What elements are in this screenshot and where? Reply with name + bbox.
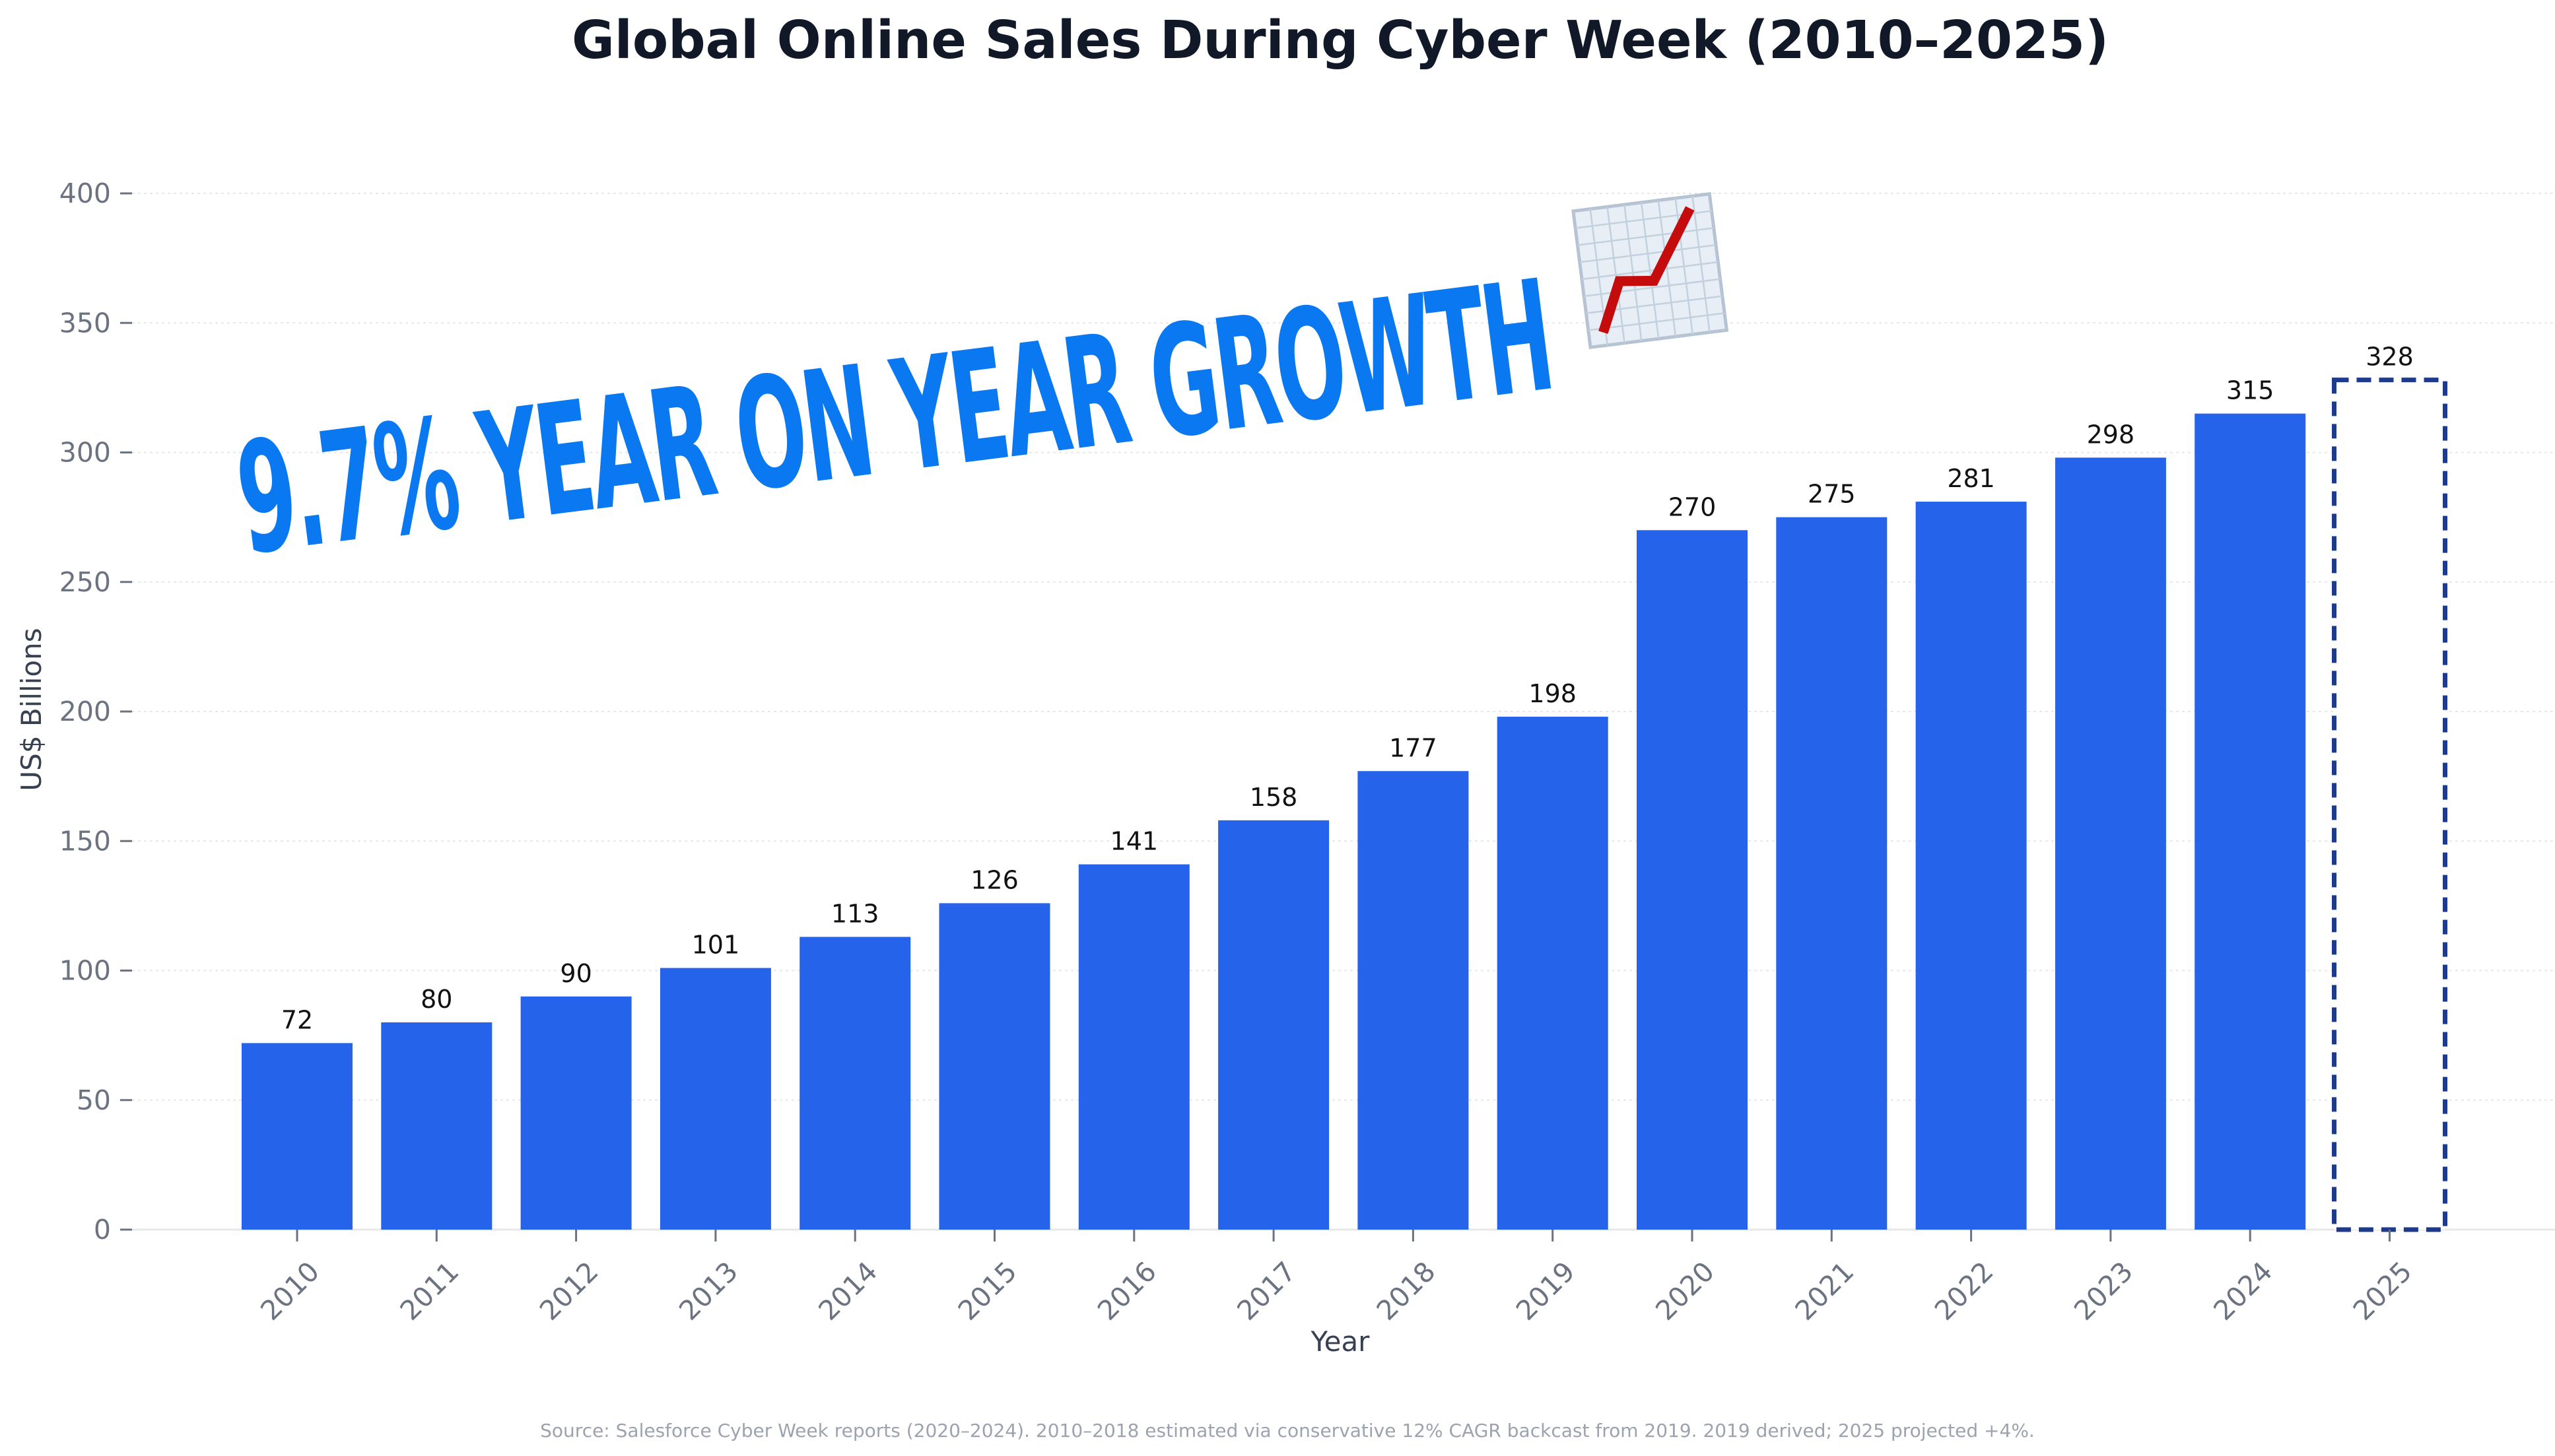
x-tick-label-2017: 2017: [1231, 1255, 1302, 1327]
bar-2023: [2055, 457, 2166, 1230]
value-label-2011: 80: [421, 985, 452, 1014]
bar-2025-projected: [2332, 378, 2447, 1232]
bar-2016: [1078, 864, 1190, 1230]
x-tick-label-2010: 2010: [254, 1255, 325, 1327]
value-label-2020: 270: [1668, 492, 1717, 521]
value-label-2023: 298: [2087, 420, 2135, 449]
x-tick-label-2011: 2011: [394, 1255, 465, 1327]
bar-2024: [2195, 413, 2306, 1230]
chart-increasing-icon: [1571, 192, 1729, 350]
x-tick-label-2021: 2021: [1789, 1255, 1860, 1327]
value-label-2014: 113: [831, 899, 879, 928]
bars: 72 80 90 101 113 126 141 158 177 198 270 275 281 298 3…: [242, 343, 2447, 1232]
x-tick-label-2023: 2023: [2068, 1255, 2139, 1327]
x-tick-label-2018: 2018: [1371, 1255, 1442, 1327]
y-tick-label: 50: [77, 1084, 111, 1116]
x-axis-label: Year: [1311, 1325, 1371, 1358]
bar-2017: [1218, 820, 1330, 1230]
x-tick-label-2020: 2020: [1649, 1255, 1720, 1327]
value-label-2012: 90: [560, 959, 592, 988]
x-tick-label-2025: 2025: [2347, 1255, 2418, 1327]
growth-annotation: 9.7% YEAR ON YEAR GROWTH: [228, 192, 1729, 589]
y-tick-label: 100: [59, 955, 111, 987]
value-label-2016: 141: [1110, 827, 1159, 856]
bar-2014: [800, 937, 911, 1230]
value-label-2017: 158: [1250, 783, 1298, 812]
x-axis: 2010 2011 2012 2013 2014 2015 2016 2017 2018 2019…: [254, 1230, 2418, 1327]
value-label-2024: 315: [2226, 376, 2274, 405]
y-tick-label: 350: [59, 307, 111, 339]
chart-title: Global Online Sales During Cyber Week (2…: [572, 10, 2109, 71]
growth-annotation-text: 9.7% YEAR ON YEAR GROWTH: [228, 247, 1560, 589]
bar-2019: [1497, 716, 1608, 1230]
value-label-2019: 198: [1528, 679, 1577, 708]
bar-2012: [520, 996, 632, 1230]
bar-2021: [1776, 517, 1888, 1230]
x-tick-label-2022: 2022: [1928, 1255, 2000, 1327]
x-tick-label-2014: 2014: [813, 1255, 884, 1327]
x-tick-label-2015: 2015: [952, 1255, 1023, 1327]
y-tick-label: 250: [59, 566, 111, 598]
y-tick-label: 0: [94, 1214, 111, 1245]
bar-2010: [242, 1043, 353, 1230]
bar-2015: [939, 903, 1050, 1230]
bar-2020: [1637, 530, 1748, 1230]
x-tick-label-2012: 2012: [533, 1255, 605, 1327]
value-label-2018: 177: [1389, 733, 1437, 762]
source-note: Source: Salesforce Cyber Week reports (2…: [540, 1420, 2035, 1441]
bar-2011: [381, 1022, 493, 1230]
bar-2022: [1915, 502, 2027, 1230]
y-tick-label: 150: [59, 825, 111, 857]
x-tick-label-2016: 2016: [1091, 1255, 1163, 1327]
bar-2018: [1357, 771, 1469, 1230]
value-label-2025: 328: [2366, 343, 2414, 372]
y-tick-label: 200: [59, 696, 111, 727]
value-label-2021: 275: [1808, 480, 1856, 509]
value-label-2022: 281: [1947, 464, 1995, 493]
bar-2013: [660, 968, 771, 1230]
value-label-2015: 126: [971, 865, 1019, 894]
y-tick-label: 400: [59, 178, 111, 209]
x-tick-label-2013: 2013: [673, 1255, 744, 1327]
x-tick-label-2019: 2019: [1510, 1255, 1581, 1327]
y-axis: 0 50 100 150 200 250 300 350 400: [59, 178, 2555, 1245]
y-axis-label: US$ Billions: [15, 628, 48, 791]
value-label-2010: 72: [281, 1005, 313, 1034]
x-tick-label-2024: 2024: [2208, 1255, 2279, 1327]
y-tick-label: 300: [59, 437, 111, 469]
value-label-2013: 101: [692, 931, 740, 960]
